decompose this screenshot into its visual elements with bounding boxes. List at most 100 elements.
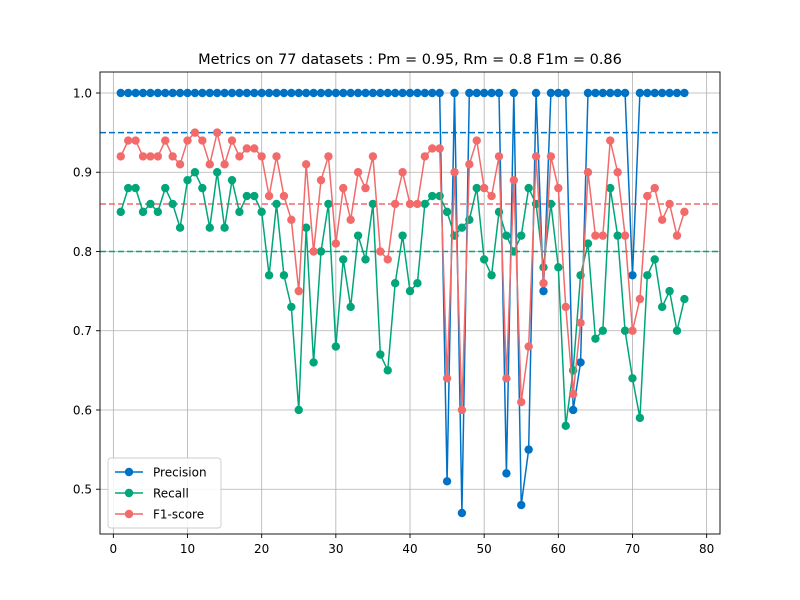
data-point: [198, 88, 207, 98]
data-point: [539, 263, 548, 272]
data-point: [346, 215, 355, 224]
data-point: [583, 168, 593, 177]
data-point: [361, 183, 370, 193]
data-point: [383, 255, 392, 264]
data-point: [479, 88, 489, 98]
data-point: [279, 271, 289, 280]
data-point: [220, 223, 229, 232]
data-point: [494, 152, 504, 161]
data-point: [524, 183, 533, 193]
data-point: [643, 191, 652, 201]
data-point: [175, 223, 185, 232]
data-point: [346, 302, 355, 312]
data-point: [524, 445, 533, 454]
data-point: [509, 88, 519, 98]
data-point: [568, 405, 578, 415]
data-point: [324, 199, 333, 209]
plot-area: 0 10 20 30 40 50 60 70 80 0.5 0.6 0.7 0.8 0.9 1.0 Preci…: [73, 71, 721, 556]
data-point: [190, 168, 200, 177]
data-point: [212, 168, 222, 177]
data-point: [190, 88, 200, 98]
data-point: [405, 88, 415, 98]
data-point: [413, 199, 422, 209]
data-point: [517, 500, 526, 510]
data-point: [428, 191, 437, 201]
data-point: [665, 199, 674, 209]
data-point: [442, 207, 452, 217]
x-tick-label: 0: [110, 542, 118, 556]
data-point: [435, 144, 444, 153]
data-point: [220, 160, 229, 169]
data-point: [539, 278, 548, 288]
data-point: [183, 88, 192, 98]
data-point: [331, 88, 341, 98]
data-point: [517, 397, 526, 407]
data-point: [472, 88, 481, 98]
data-point: [257, 152, 266, 161]
data-point: [665, 88, 674, 98]
data-point: [250, 144, 259, 153]
data-point: [198, 183, 207, 193]
data-point: [583, 239, 593, 248]
data-point: [531, 152, 541, 161]
y-tick-label: 0.6: [73, 403, 92, 417]
data-point: [620, 231, 630, 240]
y-tick-label: 0.9: [73, 166, 92, 180]
data-point: [502, 469, 511, 478]
y-tick-label: 0.5: [73, 483, 92, 497]
x-tick-label: 30: [328, 542, 343, 556]
data-point: [138, 88, 148, 98]
data-point: [554, 88, 563, 98]
data-point: [146, 199, 155, 209]
data-point: [390, 278, 400, 288]
data-point: [161, 88, 170, 98]
data-point: [465, 215, 474, 224]
data-point: [561, 302, 570, 312]
series-f1-score: [116, 128, 689, 415]
data-point: [598, 88, 608, 98]
data-point: [494, 207, 504, 217]
data-point: [361, 88, 370, 98]
x-tick-label: 60: [551, 542, 566, 556]
data-point: [383, 88, 392, 98]
data-point: [613, 88, 622, 98]
data-point: [242, 144, 252, 153]
data-point: [235, 152, 244, 161]
data-point: [368, 152, 378, 161]
data-point: [279, 88, 289, 98]
data-point: [309, 247, 318, 256]
data-point: [413, 88, 422, 98]
data-point: [539, 286, 548, 296]
data-point: [479, 255, 489, 264]
data-point: [183, 136, 192, 145]
legend-box: [107, 457, 222, 529]
data-point: [450, 168, 459, 177]
data-point: [442, 477, 452, 486]
data-point: [153, 88, 163, 98]
data-point: [472, 136, 481, 145]
data-point: [643, 271, 652, 280]
data-point: [561, 421, 570, 431]
chart-title: Metrics on 77 datasets : Pm = 0.95, Rm =…: [198, 52, 622, 68]
data-point: [287, 88, 296, 98]
data-point: [264, 191, 274, 201]
data-point: [257, 207, 266, 217]
data-point: [138, 207, 148, 217]
data-point: [680, 207, 689, 217]
data-point: [568, 389, 578, 399]
data-point: [368, 199, 378, 209]
data-point: [161, 183, 170, 193]
data-point: [465, 88, 474, 98]
data-point: [250, 191, 259, 201]
data-point: [479, 183, 489, 193]
data-point: [620, 88, 630, 98]
data-point: [628, 374, 637, 383]
data-point: [242, 191, 252, 201]
data-point: [576, 318, 585, 328]
data-point: [227, 136, 237, 145]
data-point: [175, 88, 185, 98]
y-tick-label: 0.7: [73, 324, 92, 338]
data-point: [205, 88, 214, 98]
y-tick-label: 1.0: [73, 87, 92, 101]
data-point: [672, 326, 682, 335]
